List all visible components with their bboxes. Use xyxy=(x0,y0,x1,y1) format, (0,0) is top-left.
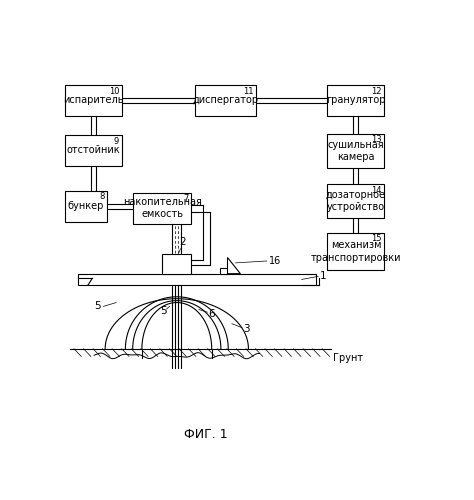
Bar xyxy=(328,184,384,218)
Text: 12: 12 xyxy=(371,86,382,96)
Bar xyxy=(195,85,256,116)
Text: Грунт: Грунт xyxy=(333,352,363,362)
Text: бункер: бункер xyxy=(68,202,104,211)
Polygon shape xyxy=(228,258,240,274)
Bar xyxy=(133,193,191,224)
Text: 3: 3 xyxy=(243,324,250,334)
Text: испаритель: испаритель xyxy=(63,96,124,106)
Bar xyxy=(78,274,316,285)
Bar xyxy=(328,233,384,270)
Bar xyxy=(328,85,384,116)
Text: 7: 7 xyxy=(183,194,189,203)
Text: 10: 10 xyxy=(109,86,119,96)
Text: 2: 2 xyxy=(179,238,186,248)
Text: 1: 1 xyxy=(320,272,327,281)
Bar xyxy=(65,191,107,222)
Text: 6: 6 xyxy=(209,309,215,319)
Text: гранулятор: гранулятор xyxy=(326,96,386,106)
Text: 15: 15 xyxy=(371,234,382,244)
Bar xyxy=(220,268,228,274)
Bar xyxy=(65,135,122,166)
Text: диспергатор: диспергатор xyxy=(192,96,258,106)
Text: 13: 13 xyxy=(371,136,382,144)
Text: сушильная
камера: сушильная камера xyxy=(328,140,384,162)
Text: дозаторное
устройство: дозаторное устройство xyxy=(326,190,386,212)
Text: 11: 11 xyxy=(243,86,253,96)
Text: 9: 9 xyxy=(114,136,119,145)
Text: отстойник: отстойник xyxy=(66,146,120,156)
Text: 5: 5 xyxy=(161,306,167,316)
Text: 5: 5 xyxy=(94,302,101,312)
Text: 16: 16 xyxy=(269,256,281,266)
Bar xyxy=(65,85,122,116)
Text: 8: 8 xyxy=(99,192,104,202)
Text: накопительная
емкость: накопительная емкость xyxy=(123,197,201,220)
Bar xyxy=(328,134,384,168)
Bar xyxy=(162,254,191,274)
Text: ФИГ. 1: ФИГ. 1 xyxy=(184,428,228,440)
Text: механизм
транспортировки: механизм транспортировки xyxy=(310,240,401,262)
Text: 14: 14 xyxy=(371,186,382,194)
